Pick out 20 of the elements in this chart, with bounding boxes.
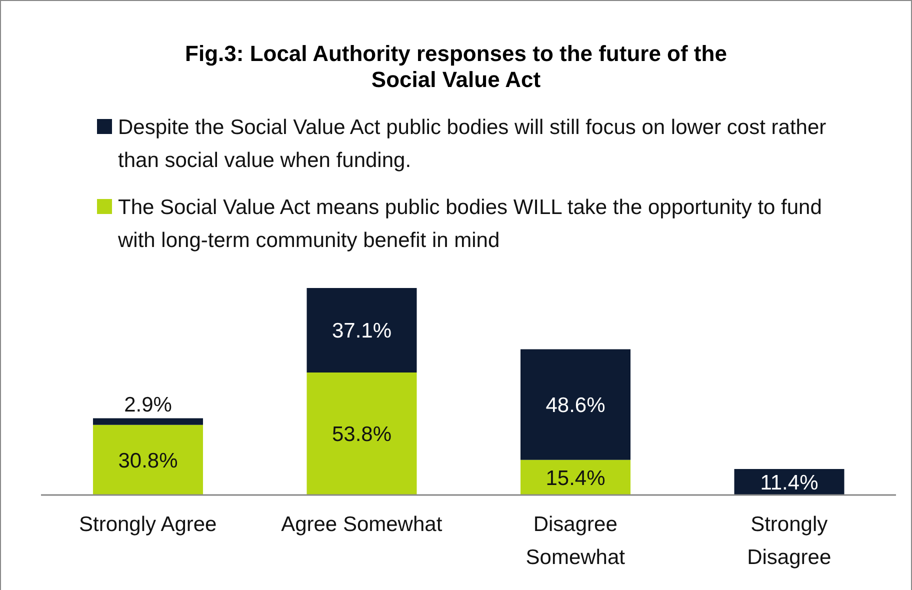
bar <box>306 288 417 372</box>
bar <box>520 460 630 495</box>
legend-label: The Social Value Act means public bodies WILL take the opportunity to fund with long-term community benefit in mind <box>118 195 823 254</box>
chart-title: Fig.3: Local Authority responses to the future of the Social Value Act <box>184 41 728 93</box>
x-tick-label: Agree Somewhat <box>281 513 442 536</box>
bar <box>93 424 203 495</box>
data-label: 15.4% <box>546 466 606 490</box>
bar <box>520 349 630 460</box>
legend-label: Despite the Social Value Act public bodies will still focus on lower cost rather than social value when funding. <box>118 115 828 174</box>
data-label: 2.9% <box>124 394 172 417</box>
x-tick-label: Strongly Disagree <box>747 513 832 569</box>
data-label: 53.8% <box>332 423 392 446</box>
x-tick-label: Strongly Agree <box>78 513 217 536</box>
x-tick-label: Disagree Somewhat <box>526 513 626 569</box>
data-label: 48.6% <box>546 394 606 417</box>
data-label: 30.8% <box>118 449 178 472</box>
data-label: 11.4% <box>760 471 818 494</box>
bar <box>93 418 203 425</box>
data-label: 37.1% <box>332 320 392 343</box>
bar <box>306 372 417 495</box>
